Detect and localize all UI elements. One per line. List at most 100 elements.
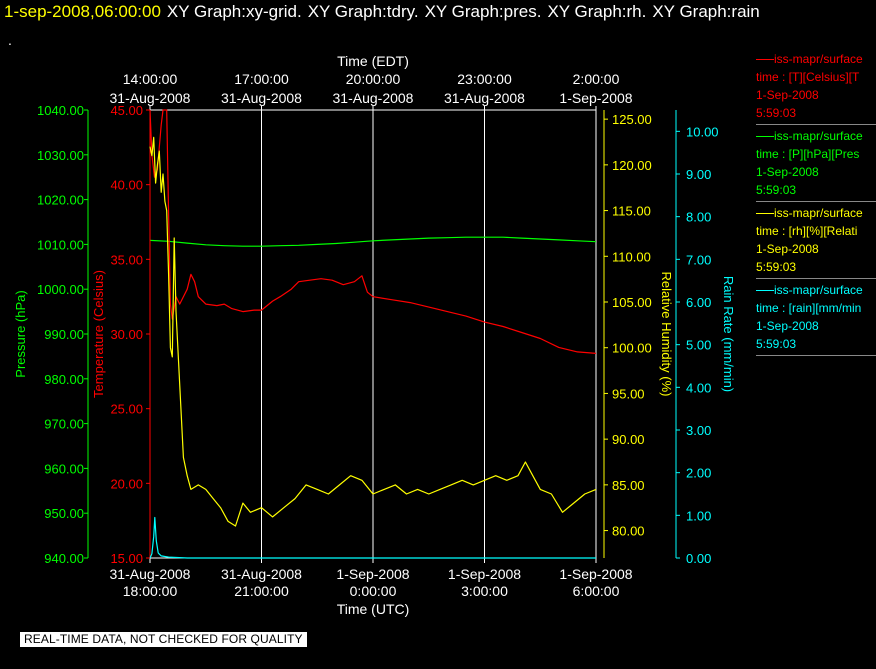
legend-source: iss-mapr/surface bbox=[774, 283, 863, 297]
top-tick-date: 31-Aug-2008 bbox=[333, 90, 414, 106]
humidity-series-line bbox=[149, 136, 597, 527]
legend-time: 5:59:03 bbox=[756, 183, 797, 197]
bottom-tick-time: 6:00:00 bbox=[573, 583, 620, 599]
legend-source: iss-mapr/surface bbox=[774, 129, 863, 143]
pressure-tick-label: 1000.00 bbox=[37, 282, 84, 297]
bottom-tick-date: 1-Sep-2008 bbox=[448, 566, 521, 582]
legend-swatch-humidity bbox=[756, 213, 774, 215]
legend-field: time : [rh][%][Relati bbox=[756, 224, 858, 238]
humidity-tick-label: 115.00 bbox=[612, 204, 651, 219]
legend-entry-rain: iss-mapr/surface time : [rain][mm/min 1-… bbox=[756, 281, 876, 356]
pressure-tick-label: 990.00 bbox=[44, 327, 84, 342]
legend-swatch-rain bbox=[756, 290, 774, 292]
bottom-tick-date: 1-Sep-2008 bbox=[336, 566, 409, 582]
top-axis-label: Time (EDT) bbox=[337, 53, 409, 69]
rain-tick-label: 5.00 bbox=[686, 338, 711, 353]
legend-source: iss-mapr/surface bbox=[774, 52, 863, 66]
pressure-tick-label: 980.00 bbox=[44, 372, 84, 387]
humidity-axis-title: Relative Humidity (%) bbox=[659, 272, 674, 397]
rain-tick-label: 7.00 bbox=[686, 252, 711, 267]
rain-tick-label: 9.00 bbox=[686, 167, 711, 182]
humidity-tick-label: 125.00 bbox=[612, 112, 652, 127]
temperature-tick-label: 35.00 bbox=[110, 252, 143, 267]
pressure-tick-label: 1020.00 bbox=[37, 193, 84, 208]
rain-axis-title: Rain Rate (mm/min) bbox=[721, 276, 736, 392]
bottom-tick-time: 0:00:00 bbox=[350, 583, 397, 599]
pressure-tick-label: 950.00 bbox=[44, 506, 84, 521]
legend-field: time : [P][hPa][Pres bbox=[756, 147, 860, 161]
legend-date: 1-Sep-2008 bbox=[756, 88, 819, 102]
humidity-tick-label: 90.00 bbox=[612, 432, 645, 447]
humidity-tick-label: 120.00 bbox=[612, 158, 652, 173]
top-tick-time: 17:00:00 bbox=[234, 71, 289, 87]
top-tick-date: 31-Aug-2008 bbox=[110, 90, 191, 106]
legend-entry-humidity: iss-mapr/surface time : [rh][%][Relati 1… bbox=[756, 204, 876, 279]
graph-title-tdry: XY Graph:tdry. bbox=[307, 2, 419, 21]
bottom-tick-date: 1-Sep-2008 bbox=[559, 566, 632, 582]
graph-title-rh: XY Graph:rh. bbox=[547, 2, 647, 21]
legend-date: 1-Sep-2008 bbox=[756, 242, 819, 256]
temperature-axis-title: Temperature (Celsius) bbox=[91, 270, 106, 398]
bottom-axis-label: Time (UTC) bbox=[337, 601, 410, 617]
humidity-tick-label: 110.00 bbox=[612, 249, 651, 264]
humidity-tick-label: 105.00 bbox=[612, 295, 652, 310]
top-tick-time: 20:00:00 bbox=[346, 71, 401, 87]
rain-tick-label: 1.00 bbox=[686, 508, 711, 523]
legend-field: time : [rain][mm/min bbox=[756, 301, 862, 315]
graph-title-rain: XY Graph:rain bbox=[652, 2, 760, 21]
bottom-tick-time: 21:00:00 bbox=[234, 583, 289, 599]
legend-entry-pressure: iss-mapr/surface time : [P][hPa][Pres 1-… bbox=[756, 127, 876, 202]
pressure-tick-label: 1010.00 bbox=[37, 237, 84, 252]
top-tick-date: 1-Sep-2008 bbox=[559, 90, 632, 106]
rain-tick-label: 6.00 bbox=[686, 295, 711, 310]
top-tick-time: 2:00:00 bbox=[573, 71, 620, 87]
humidity-tick-label: 100.00 bbox=[612, 341, 652, 356]
temperature-tick-label: 30.00 bbox=[110, 327, 143, 342]
temperature-tick-label: 25.00 bbox=[110, 402, 143, 417]
bottom-tick-time: 18:00:00 bbox=[123, 583, 178, 599]
temperature-tick-label: 15.00 bbox=[110, 551, 143, 566]
humidity-tick-label: 85.00 bbox=[612, 478, 645, 493]
rain-tick-label: 8.00 bbox=[686, 210, 711, 225]
header-dot: . bbox=[8, 32, 12, 48]
top-tick-date: 31-Aug-2008 bbox=[221, 90, 302, 106]
humidity-tick-label: 80.00 bbox=[612, 524, 645, 539]
pressure-tick-label: 940.00 bbox=[44, 551, 84, 566]
bottom-tick-date: 31-Aug-2008 bbox=[221, 566, 302, 582]
pressure-tick-label: 960.00 bbox=[44, 461, 84, 476]
legend-swatch-temperature bbox=[756, 59, 774, 61]
legend-time: 5:59:03 bbox=[756, 106, 797, 120]
rain-tick-label: 10.00 bbox=[686, 124, 719, 139]
pressure-tick-label: 1030.00 bbox=[37, 148, 84, 163]
pressure-tick-label: 1040.00 bbox=[37, 103, 84, 118]
legend-source: iss-mapr/surface bbox=[774, 206, 863, 220]
pressure-tick-label: 970.00 bbox=[44, 417, 84, 432]
legend-time: 5:59:03 bbox=[756, 260, 797, 274]
legend-date: 1-Sep-2008 bbox=[756, 165, 819, 179]
rain-tick-label: 2.00 bbox=[686, 466, 711, 481]
header: 1-sep-2008,06:00:00 XY Graph:xy-grid. XY G… bbox=[4, 2, 760, 22]
top-tick-date: 31-Aug-2008 bbox=[444, 90, 525, 106]
rain-series-line bbox=[149, 516, 596, 559]
rain-tick-label: 0.00 bbox=[686, 551, 711, 566]
rain-tick-label: 3.00 bbox=[686, 423, 711, 438]
header-timestamp: 1-sep-2008,06:00:00 bbox=[4, 2, 161, 21]
graph-title-xy-grid: XY Graph:xy-grid. bbox=[166, 2, 302, 21]
bottom-tick-time: 3:00:00 bbox=[461, 583, 508, 599]
legend: iss-mapr/surface time : [T][Celsius][T 1… bbox=[756, 50, 876, 358]
legend-entry-temperature: iss-mapr/surface time : [T][Celsius][T 1… bbox=[756, 50, 876, 125]
legend-swatch-pressure bbox=[756, 136, 774, 138]
temperature-tick-label: 45.00 bbox=[110, 103, 143, 118]
rain-tick-label: 4.00 bbox=[686, 380, 711, 395]
legend-date: 1-Sep-2008 bbox=[756, 319, 819, 333]
quality-banner: REAL-TIME DATA, NOT CHECKED FOR QUALITY bbox=[20, 632, 307, 647]
top-tick-time: 14:00:00 bbox=[123, 71, 178, 87]
humidity-tick-label: 95.00 bbox=[612, 386, 645, 401]
temperature-series-line bbox=[149, 109, 597, 354]
bottom-tick-date: 31-Aug-2008 bbox=[110, 566, 191, 582]
temperature-tick-label: 20.00 bbox=[110, 476, 143, 491]
top-tick-time: 23:00:00 bbox=[457, 71, 512, 87]
legend-field: time : [T][Celsius][T bbox=[756, 70, 860, 84]
temperature-tick-label: 40.00 bbox=[110, 178, 143, 193]
